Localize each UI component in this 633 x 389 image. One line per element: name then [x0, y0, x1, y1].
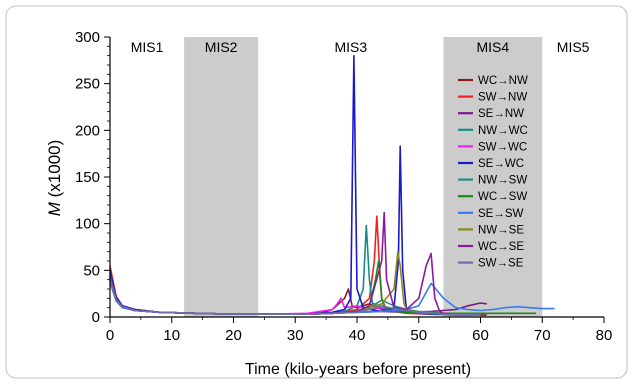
x-tick-label: 0 [106, 327, 114, 344]
x-tick-label: 80 [596, 327, 613, 344]
series-line [109, 278, 481, 316]
x-axis-label: Time (kilo-years before present) [245, 361, 471, 378]
y-axis-label: M (x1000) [45, 140, 64, 217]
y-tick-label: 50 [83, 262, 100, 279]
x-tick-label: 20 [225, 327, 242, 344]
x-tick-label: 50 [410, 327, 427, 344]
x-tick-label: 70 [534, 327, 551, 344]
y-tick-label: 200 [75, 122, 100, 139]
legend-label: WC→SE [478, 241, 524, 253]
x-tick-label: 60 [472, 327, 489, 344]
legend-label: SW→NW [478, 92, 527, 104]
period-label: MIS3 [334, 39, 367, 55]
x-tick-label: 40 [349, 327, 366, 344]
y-tick-label: 300 [75, 29, 100, 46]
period-label: MIS2 [205, 39, 238, 55]
legend-label: WC→NW [478, 75, 528, 87]
legend-label: SW→SE [478, 258, 524, 270]
period-band-mis2 [184, 37, 259, 317]
legend-label: SE→NW [478, 108, 524, 120]
legend-label: SE→SW [478, 208, 524, 220]
legend-label: SE→WC [478, 158, 524, 170]
legend-label: NW→WC [478, 125, 528, 137]
period-label: MIS1 [131, 39, 164, 55]
legend-label: NW→SE [478, 224, 524, 236]
legend-label: NW→SW [478, 175, 527, 187]
x-tick-label: 30 [287, 327, 304, 344]
x-tick-label: 10 [163, 327, 180, 344]
legend-label: SW→WC [478, 141, 527, 153]
period-label: MIS5 [557, 39, 590, 55]
y-tick-label: 0 [92, 309, 100, 326]
legend-label: WC→SW [478, 191, 527, 203]
period-band-mis4 [443, 37, 543, 317]
y-tick-label: 100 [75, 216, 100, 233]
period-label: MIS4 [477, 39, 510, 55]
y-tick-label: 150 [75, 169, 100, 186]
y-tick-label: 250 [75, 76, 100, 93]
